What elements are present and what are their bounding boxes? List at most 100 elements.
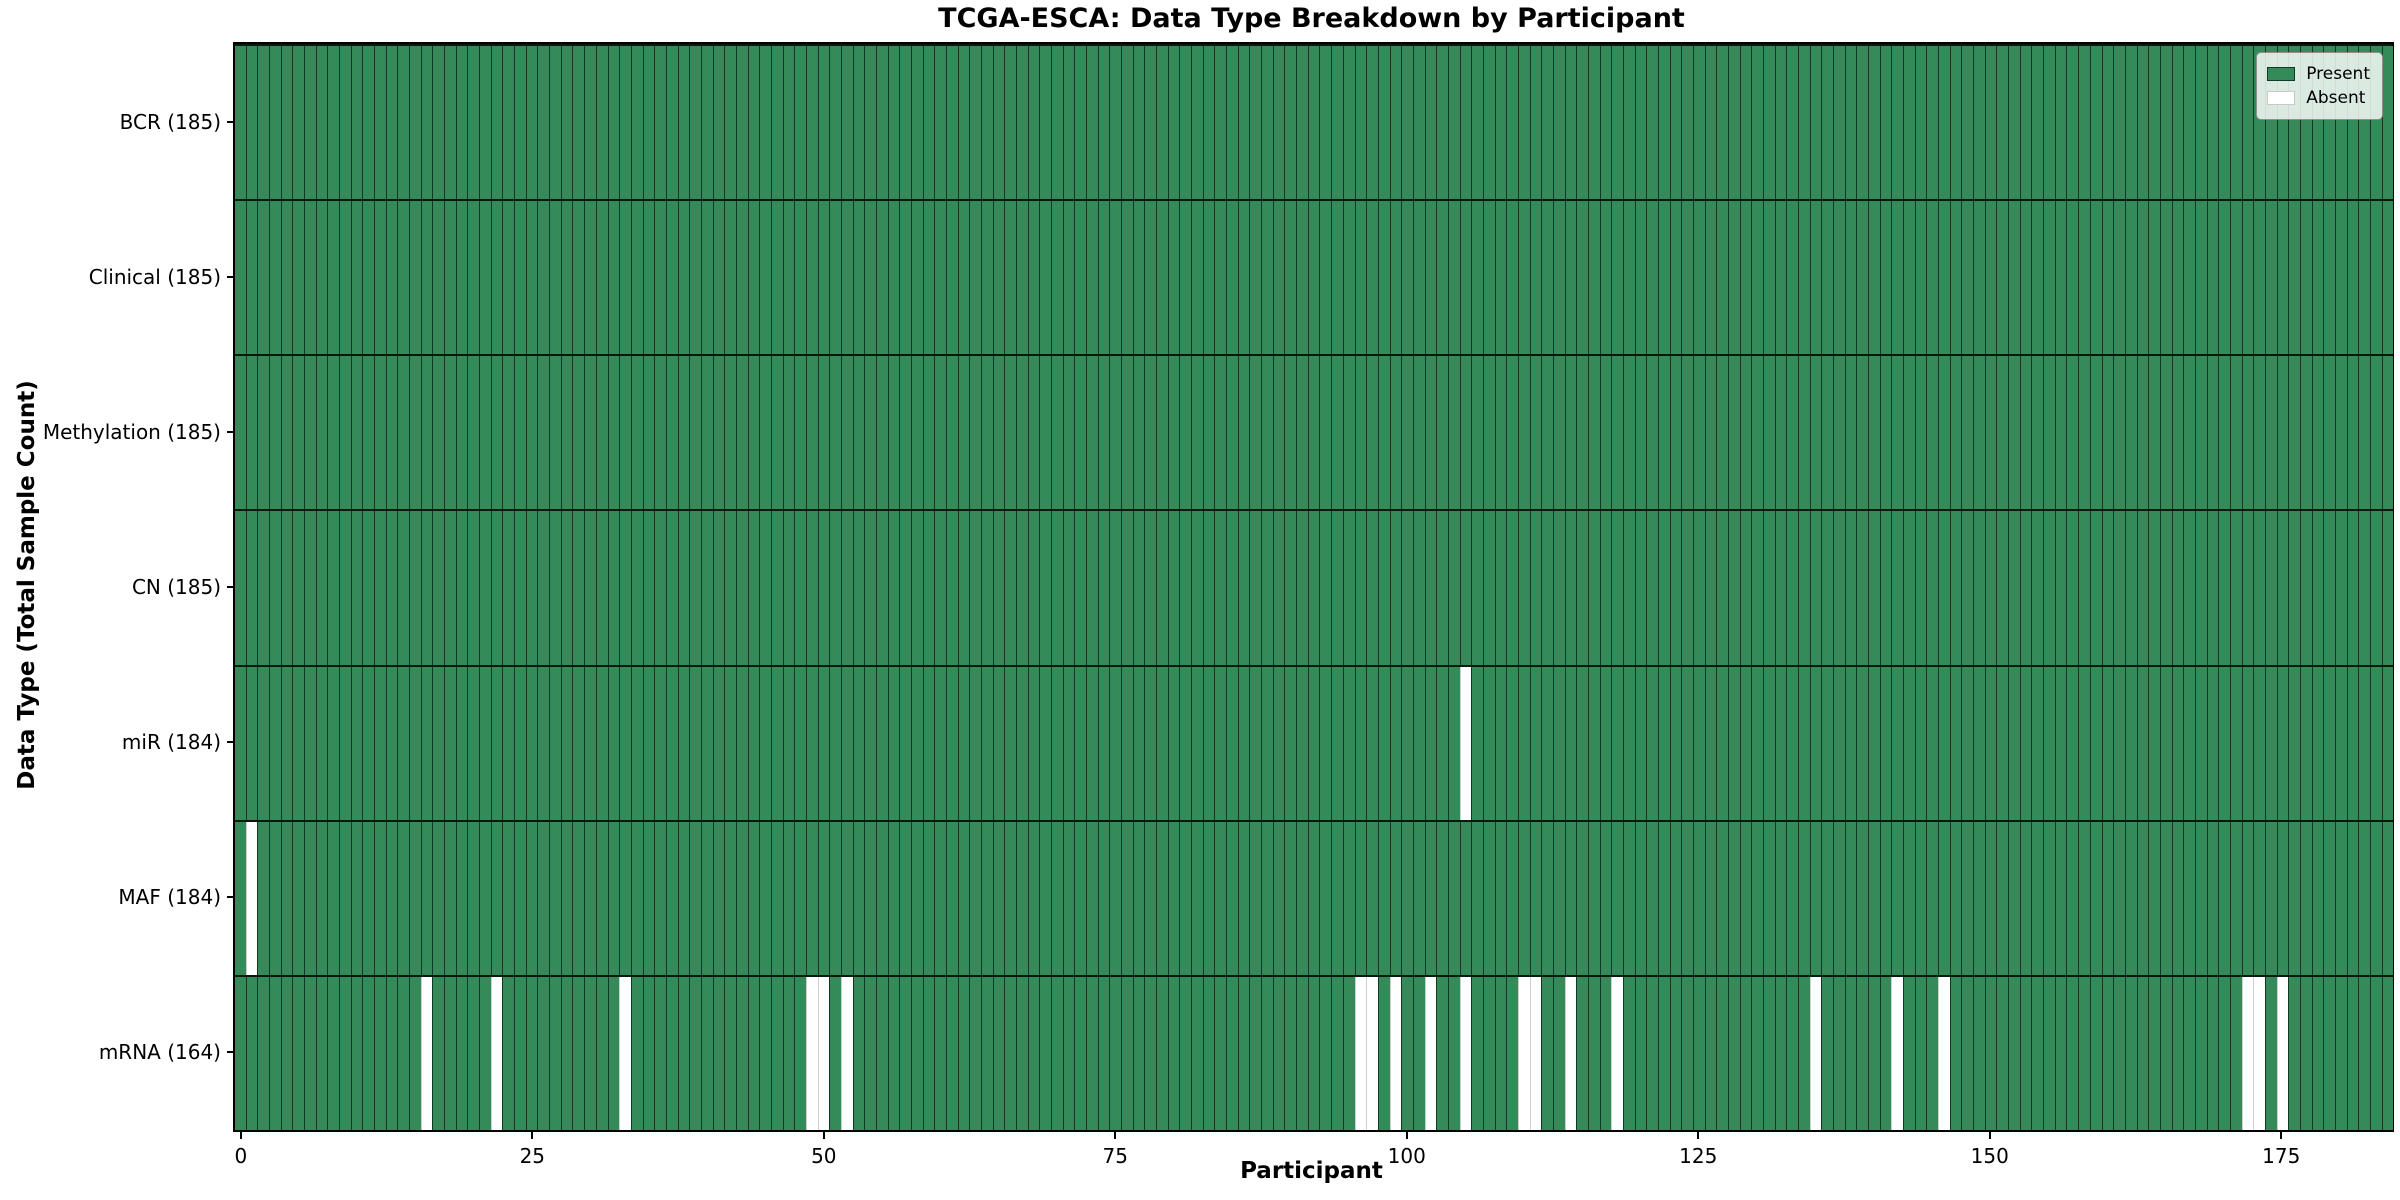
present-cell	[2136, 356, 2149, 510]
present-cell	[1704, 201, 1717, 355]
x-tick-label-25: 25	[519, 1144, 546, 1168]
present-cell	[1692, 356, 1705, 510]
present-cell	[747, 821, 760, 975]
present-cell	[1249, 666, 1262, 820]
present-cell	[875, 356, 888, 510]
present-cell	[350, 201, 363, 355]
present-cell	[455, 201, 468, 355]
present-cell	[1751, 976, 1764, 1130]
present-cell	[257, 46, 270, 200]
present-cell	[1587, 46, 1600, 200]
present-cell	[560, 356, 573, 510]
present-cell	[315, 976, 328, 1130]
present-cell	[2206, 201, 2219, 355]
present-cell	[934, 46, 946, 200]
present-cell	[1891, 666, 1904, 820]
present-cell	[1692, 201, 1705, 355]
present-cell	[1447, 46, 1460, 200]
present-cell	[514, 511, 526, 665]
legend-label: Present	[2306, 64, 2370, 84]
present-cell	[350, 511, 363, 665]
present-cell	[1436, 201, 1448, 355]
present-cell	[362, 201, 375, 355]
present-cell	[1798, 46, 1810, 200]
present-cell	[2299, 821, 2312, 975]
present-cell	[1482, 976, 1495, 1130]
present-cell	[770, 511, 783, 665]
present-cell	[1552, 511, 1565, 665]
present-cell	[362, 46, 375, 200]
present-cell	[2381, 511, 2394, 665]
present-cell	[1296, 46, 1308, 200]
present-cell	[665, 666, 678, 820]
present-cell	[945, 46, 958, 200]
present-cell	[1798, 976, 1810, 1130]
present-cell	[1751, 821, 1764, 975]
present-cell	[1156, 511, 1168, 665]
present-cell	[1109, 976, 1122, 1130]
present-cell	[969, 511, 981, 665]
present-cell	[2183, 46, 2195, 200]
present-cell	[549, 356, 561, 510]
present-cell	[409, 201, 421, 355]
present-cell	[770, 666, 783, 820]
present-cell	[1552, 821, 1565, 975]
present-cell	[1692, 821, 1705, 975]
present-cell	[981, 46, 993, 200]
present-cell	[304, 511, 316, 665]
present-cell	[677, 356, 690, 510]
present-cell	[1657, 201, 1670, 355]
present-cell	[1097, 46, 1110, 200]
present-cell	[969, 976, 981, 1130]
present-cell	[1459, 356, 1472, 510]
present-cell	[1844, 201, 1857, 355]
present-cell	[794, 356, 806, 510]
present-cell	[2124, 356, 2137, 510]
present-cell	[1506, 666, 1518, 820]
present-cell	[1016, 201, 1028, 355]
present-cell	[1424, 821, 1437, 975]
present-cell	[735, 666, 748, 820]
present-cell	[1774, 511, 1787, 665]
present-cell	[374, 976, 386, 1130]
present-cell	[1657, 821, 1670, 975]
present-cell	[1541, 666, 1553, 820]
present-cell	[1354, 511, 1367, 665]
present-cell	[1541, 201, 1553, 355]
x-tick-label-50: 50	[811, 1144, 837, 1168]
present-cell	[2066, 976, 2079, 1130]
present-cell	[724, 821, 736, 975]
present-cell	[1786, 666, 1799, 820]
present-cell	[2218, 821, 2230, 975]
present-cell	[315, 666, 328, 820]
present-cell	[1587, 821, 1600, 975]
present-cell	[1868, 201, 1880, 355]
present-cell	[2031, 511, 2044, 665]
present-cell	[1319, 511, 1332, 665]
present-cell	[619, 201, 631, 355]
present-cell	[1879, 666, 1892, 820]
present-cell	[1961, 821, 1974, 975]
present-cell	[654, 201, 666, 355]
present-cell	[2346, 976, 2359, 1130]
present-cell	[1669, 511, 1682, 665]
present-cell	[2171, 666, 2184, 820]
present-cell	[1657, 356, 1670, 510]
present-cell	[1517, 46, 1530, 200]
present-cell	[1844, 821, 1857, 975]
present-cell	[292, 511, 305, 665]
present-cell	[2113, 356, 2125, 510]
present-cell	[957, 666, 970, 820]
present-cell	[607, 356, 620, 510]
present-cell	[1202, 511, 1215, 665]
present-cell	[2311, 46, 2324, 200]
present-cell	[1996, 821, 2009, 975]
present-cell	[1821, 201, 1834, 355]
present-cell	[1284, 356, 1297, 510]
present-cell	[490, 666, 503, 820]
present-cell	[292, 356, 305, 510]
absent-swatch-icon	[2267, 91, 2296, 105]
present-cell	[1763, 976, 1775, 1130]
present-cell	[642, 666, 655, 820]
present-cell	[245, 201, 258, 355]
